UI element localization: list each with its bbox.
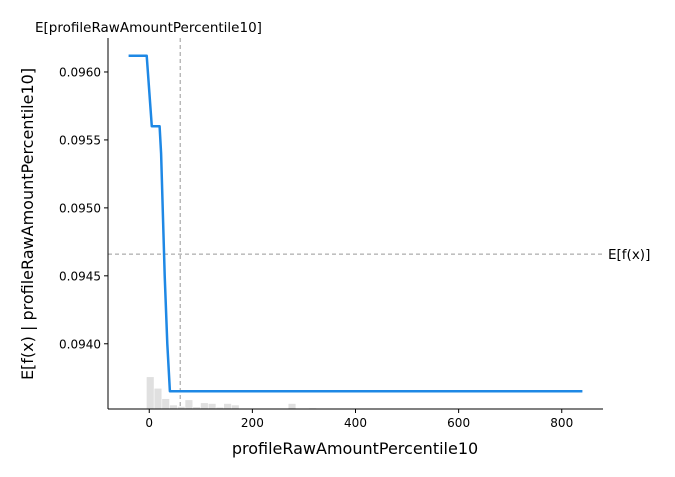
- y-tick-label: 0.0960: [59, 65, 101, 79]
- histogram-bar: [200, 403, 208, 409]
- histogram-bar: [146, 377, 154, 409]
- histogram-bar: [224, 403, 232, 409]
- x-axis-label: profileRawAmountPercentile10: [232, 439, 478, 458]
- histogram-bar: [177, 406, 185, 409]
- x-tick-label: 200: [241, 416, 264, 430]
- histogram-bar: [208, 403, 216, 409]
- y-axis-label: E[f(x) | profileRawAmountPercentile10]: [18, 68, 37, 380]
- histogram-bar: [216, 407, 224, 409]
- mean-prediction-label: E[f(x)]: [608, 247, 650, 263]
- y-axis-ticks: 0.0940 0.0945 0.0950 0.0955 0.0960: [59, 65, 108, 351]
- histogram-bar: [169, 405, 178, 409]
- histogram-bar: [185, 400, 193, 409]
- x-tick-label: 800: [550, 416, 573, 430]
- y-tick-label: 0.0945: [59, 269, 101, 283]
- histogram-bar: [154, 388, 162, 409]
- histogram-bar: [288, 403, 296, 409]
- histogram-bar: [193, 407, 201, 409]
- x-tick-label: 0: [145, 416, 153, 430]
- histogram-bar: [231, 405, 239, 409]
- histogram-bar: [162, 398, 170, 409]
- x-tick-label: 600: [447, 416, 470, 430]
- y-tick-label: 0.0940: [59, 337, 101, 351]
- dependence-line: [128, 54, 583, 393]
- y-tick-label: 0.0955: [59, 133, 101, 147]
- y-tick-label: 0.0950: [59, 201, 101, 215]
- mean-feature-label: E[profileRawAmountPercentile10]: [35, 20, 262, 36]
- x-axis-ticks: 0 200 400 600 800: [145, 409, 573, 430]
- x-tick-label: 400: [344, 416, 367, 430]
- histogram: [146, 377, 317, 409]
